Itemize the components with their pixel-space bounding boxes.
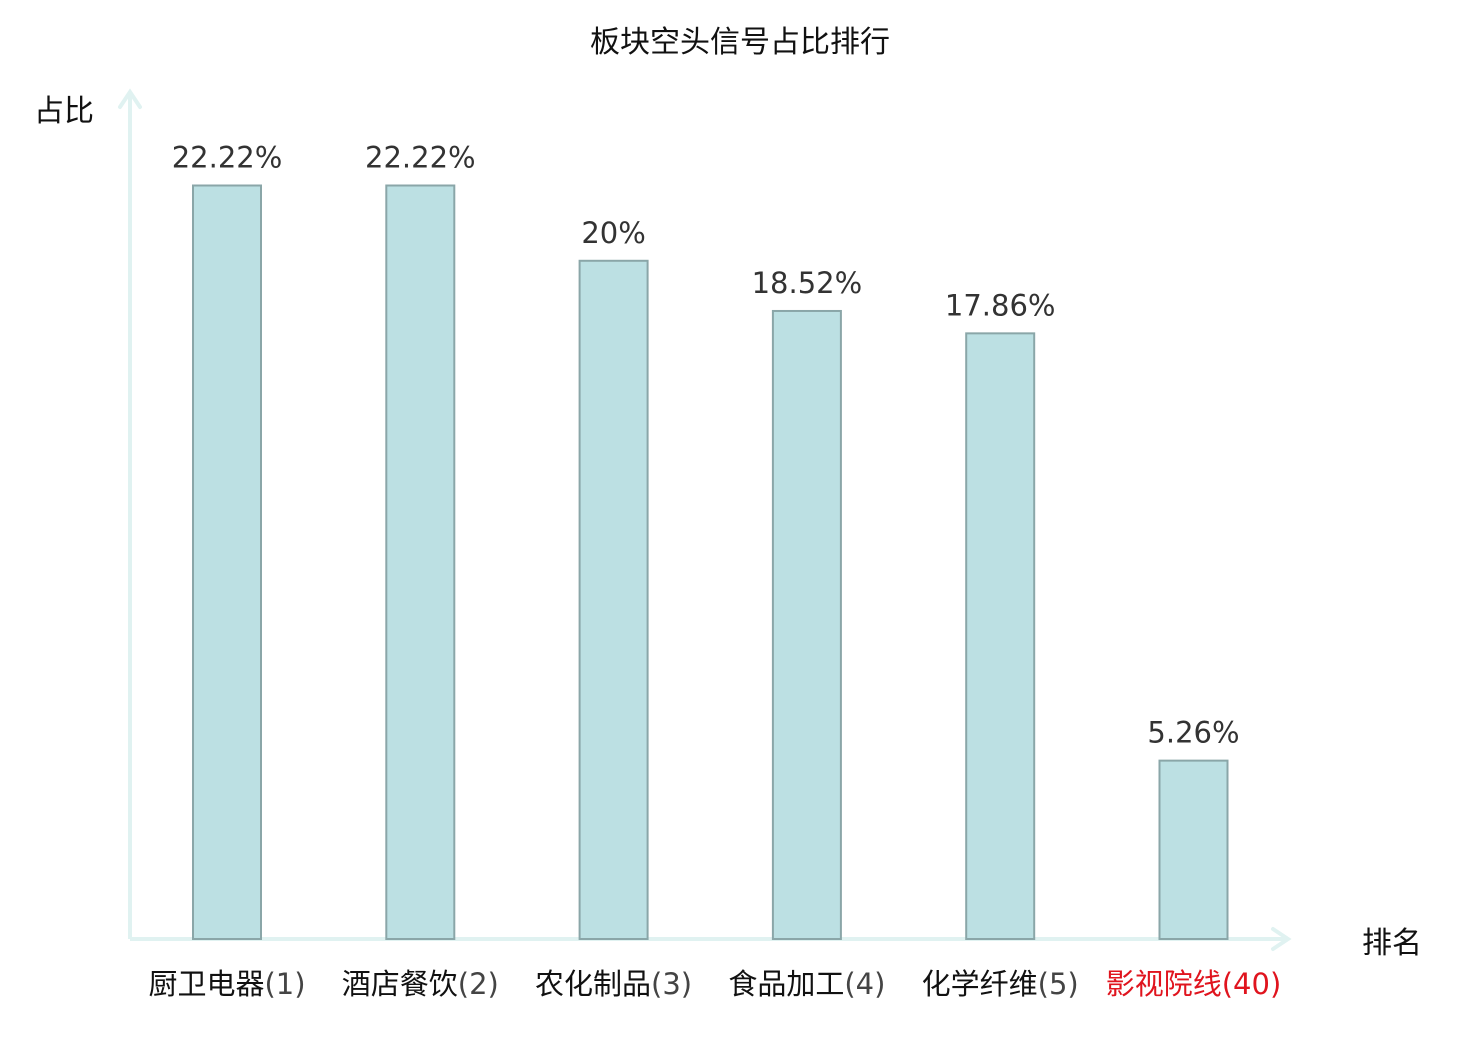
bar	[965, 332, 1036, 940]
bar-value-label: 22.22%	[365, 141, 476, 175]
bar-value-label: 5.26%	[1147, 716, 1239, 750]
category-name: 农化制品	[535, 967, 651, 1001]
bar	[578, 259, 649, 940]
category-rank: (1)	[264, 967, 305, 1001]
category-label: 酒店餐饮(2)	[342, 967, 499, 1001]
axes	[118, 88, 1292, 951]
category-name: 食品加工	[728, 967, 844, 1001]
x-axis-label: 排名	[1362, 926, 1422, 961]
x-axis-arrow	[1271, 927, 1292, 951]
bars	[192, 184, 1229, 941]
category-label: 影视院线(40)	[1106, 967, 1282, 1001]
bar	[771, 309, 842, 941]
bar	[385, 184, 456, 940]
bar-value-label: 20%	[581, 216, 645, 250]
category-rank: (40)	[1222, 967, 1282, 1001]
y-axis-label: 占比	[34, 94, 94, 129]
category-rank: (4)	[844, 967, 885, 1001]
category-label: 厨卫电器(1)	[148, 967, 305, 1001]
bar	[1158, 759, 1229, 941]
value-labels: 22.22% 22.22% 20% 18.52% 17.86% 5.26%	[172, 141, 1240, 750]
category-label: 化学纤维(5)	[922, 967, 1079, 1001]
bar-value-label: 18.52%	[752, 266, 863, 300]
bar	[192, 184, 262, 940]
category-label: 食品加工(4)	[728, 967, 885, 1001]
category-name: 厨卫电器	[148, 967, 264, 1001]
category-rank: (3)	[651, 967, 692, 1001]
category-rank: (5)	[1038, 967, 1079, 1001]
category-label: 农化制品(3)	[535, 967, 692, 1001]
category-name: 化学纤维	[922, 967, 1038, 1001]
category-labels: 厨卫电器(1) 酒店餐饮(2) 农化制品(3) 食品加工(4) 化学纤维(5) 影视院线(…	[148, 967, 1281, 1001]
bar-value-label: 22.22%	[172, 141, 283, 175]
bar-value-label: 17.86%	[945, 288, 1056, 322]
category-name: 酒店餐饮	[342, 967, 458, 1001]
category-rank: (2)	[458, 967, 499, 1001]
chart-title: 板块空头信号占比排行	[590, 25, 890, 60]
y-axis-arrow	[118, 88, 142, 109]
category-name: 影视院线	[1106, 967, 1222, 1001]
